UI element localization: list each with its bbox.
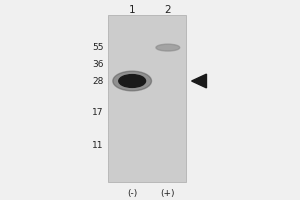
Polygon shape bbox=[192, 74, 206, 88]
Text: 17: 17 bbox=[92, 108, 104, 117]
Text: 2: 2 bbox=[164, 5, 171, 15]
Ellipse shape bbox=[113, 71, 152, 91]
Text: (-): (-) bbox=[127, 189, 137, 198]
Text: 36: 36 bbox=[92, 60, 104, 69]
Text: 55: 55 bbox=[92, 43, 104, 52]
Ellipse shape bbox=[156, 44, 180, 51]
Text: 11: 11 bbox=[92, 141, 104, 150]
Text: 28: 28 bbox=[93, 77, 104, 86]
Text: 1: 1 bbox=[129, 5, 136, 15]
FancyBboxPatch shape bbox=[108, 15, 186, 182]
Text: (+): (+) bbox=[160, 189, 175, 198]
Ellipse shape bbox=[119, 75, 146, 87]
